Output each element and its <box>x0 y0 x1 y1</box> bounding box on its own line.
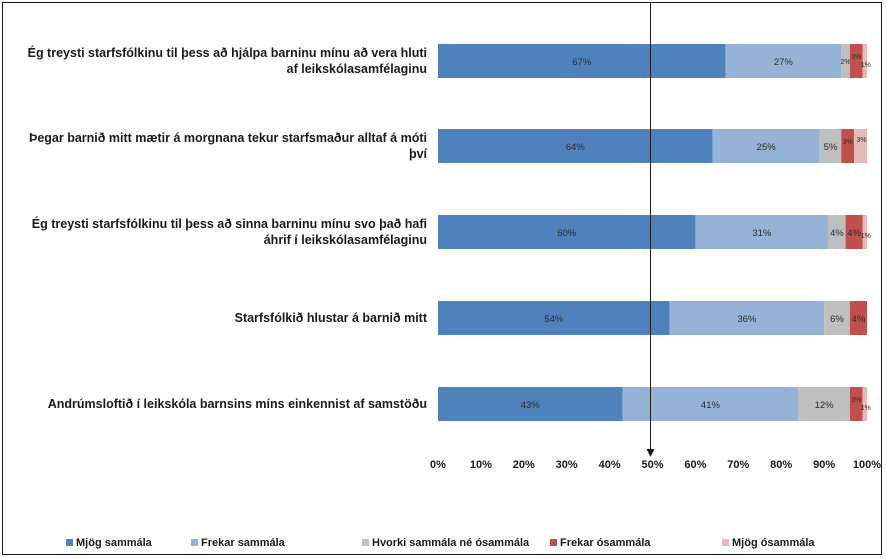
bar-segment-4-row-3 <box>845 215 863 249</box>
legend-swatch-4 <box>550 539 557 546</box>
bar-segment-1-row-5 <box>438 387 623 421</box>
bar-segment-3-row-2 <box>819 129 842 163</box>
data-label-3-row-2: 5% <box>824 142 838 153</box>
data-label-2-row-2: 25% <box>757 142 777 153</box>
data-label-4-row-4: 4% <box>852 314 866 325</box>
data-label-1-row-2: 64% <box>566 142 586 153</box>
x-axis-ticks-group: 0% 10% 20% 30% 40% 50% 60% 70% 80% 90% 100% <box>430 459 881 471</box>
data-label-4-row-2: 3% <box>843 139 853 146</box>
category-label-1-line-1: Ég treysti starfsfólkinu til þess að hjá… <box>28 45 427 60</box>
bar-segment-2-row-3 <box>695 215 829 249</box>
data-label-1-row-4: 54% <box>544 314 564 325</box>
x-tick-label: 50% <box>641 459 663 471</box>
legend-label-4: Frekar ósammála <box>560 537 651 549</box>
bar-segment-4-row-4 <box>849 301 867 335</box>
data-label-4-row-1: 3% <box>851 54 861 61</box>
legend: Mjög sammála Frekar sammála Hvorki sammála… <box>66 537 815 549</box>
bar-segment-1-row-1 <box>438 44 726 78</box>
bar-segment-3-row-4 <box>824 301 850 335</box>
x-tick-label: 30% <box>556 459 578 471</box>
x-tick-label: 90% <box>813 459 835 471</box>
data-label-3-row-5: 12% <box>815 400 835 411</box>
bars-group: 67% 27% 2%3%1%64% 25% 5% 3% 3%60% 31% 4% 4% 1%54% 3… <box>438 44 871 421</box>
legend-label-5: Mjög ósammála <box>732 537 815 549</box>
category-label-1-line-2: af leikskólasamfélaginu <box>287 62 427 76</box>
bar-segment-1-row-4 <box>438 301 670 335</box>
bar-segment-2-row-2 <box>712 129 820 163</box>
legend-swatch-2 <box>191 539 198 546</box>
data-label-2-row-4: 36% <box>737 314 757 325</box>
legend-swatch-1 <box>66 539 73 546</box>
bar-segment-4-row-2 <box>841 129 855 163</box>
legend-label-1: Mjög sammála <box>76 537 153 549</box>
bar-segment-2-row-5 <box>622 387 799 421</box>
data-label-1-row-5: 43% <box>521 400 541 411</box>
legend-swatch-3 <box>362 539 369 546</box>
category-label-2-line-1: Þegar barnið mitt mætir á morgnana tekur… <box>29 131 427 145</box>
data-label-2-row-5: 41% <box>701 400 721 411</box>
bar-segment-5-row-1 <box>862 44 867 78</box>
data-label-3-row-4: 6% <box>830 314 844 325</box>
bar-segment-5-row-3 <box>862 215 867 249</box>
bar-segment-3-row-3 <box>828 215 846 249</box>
category-label-2-line-2: því <box>409 147 428 161</box>
data-label-5-row-5: 1% <box>861 405 871 412</box>
bar-segment-2-row-1 <box>725 44 842 78</box>
category-label-4-line-1: Starfsfólkið hlustar á barnið mitt <box>235 311 428 325</box>
x-tick-label: 60% <box>684 459 706 471</box>
data-label-1-row-3: 60% <box>557 228 577 239</box>
data-label-5-row-3: 1% <box>861 233 871 240</box>
data-label-5-row-2: 3% <box>857 137 867 144</box>
data-label-4-row-3: 4% <box>847 228 861 239</box>
legend-label-3: Hvorki sammála né ósammála <box>372 537 530 549</box>
category-labels-group: Ég treysti starfsfólkinu til þess að hjá… <box>28 45 428 411</box>
bar-segment-3-row-1 <box>841 44 850 78</box>
data-label-3-row-3: 4% <box>830 228 844 239</box>
category-label-3-line-1: Ég treysti starfsfólkinu til þess að sin… <box>32 216 427 231</box>
category-label-5-line-1: Andrúmsloftið í leikskóla barnsins míns … <box>48 397 427 411</box>
x-tick-label: 40% <box>599 459 621 471</box>
x-tick-label: 10% <box>470 459 492 471</box>
data-label-3-row-1: 2% <box>840 59 850 66</box>
x-tick-label: 20% <box>513 459 535 471</box>
bar-segment-5-row-2 <box>854 129 867 163</box>
data-label-1-row-1: 67% <box>572 57 592 68</box>
bar-segment-3-row-5 <box>798 387 850 421</box>
x-tick-label: 70% <box>727 459 749 471</box>
legend-label-2: Frekar sammála <box>201 537 286 549</box>
data-label-2-row-1: 27% <box>774 57 794 68</box>
x-tick-label: 100% <box>853 459 881 471</box>
data-label-4-row-5: 3% <box>851 397 861 404</box>
x-tick-label: 80% <box>770 459 792 471</box>
data-label-2-row-3: 31% <box>752 228 772 239</box>
bar-segment-1-row-2 <box>438 129 713 163</box>
bar-segment-2-row-4 <box>669 301 825 335</box>
x-tick-label: 0% <box>430 459 446 471</box>
bar-segment-4-row-1 <box>849 44 863 78</box>
bar-segment-5-row-5 <box>862 387 867 421</box>
category-label-3-line-2: áhrif í leikskólasamfélaginu <box>264 233 427 247</box>
bar-segment-4-row-5 <box>849 387 863 421</box>
legend-swatch-5 <box>722 539 729 546</box>
data-label-5-row-1: 1% <box>861 62 871 69</box>
bar-segment-1-row-3 <box>438 215 696 249</box>
